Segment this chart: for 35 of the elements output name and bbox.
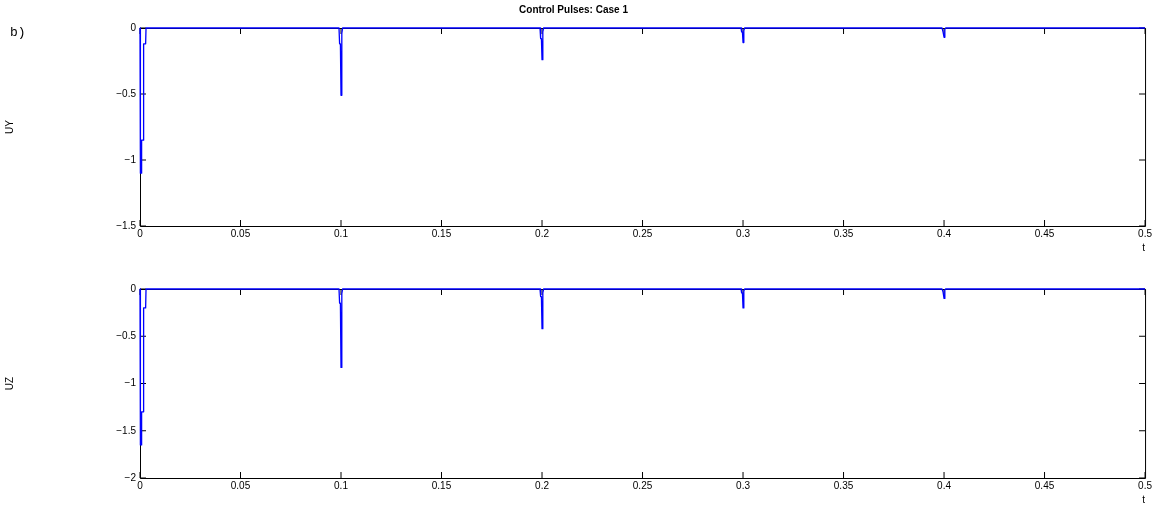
x-tick-label: 0.3 <box>736 227 751 239</box>
y-tick-label: −0.5 <box>116 330 137 341</box>
x-tick-label: 0.2 <box>535 479 550 491</box>
y-tick-label: −1.5 <box>116 219 137 231</box>
y-tick-label: −1 <box>124 153 137 165</box>
x-tick-label: 0.5 <box>1138 227 1153 239</box>
x-tick-label: 0.5 <box>1138 479 1153 491</box>
y-tick-label: 0 <box>130 282 137 294</box>
y-tick-label: −0.5 <box>116 87 137 99</box>
x-tick-label: 0.25 <box>632 227 653 239</box>
x-tick-label: 0.25 <box>632 479 653 491</box>
x-tick-label: 0.1 <box>334 479 349 491</box>
chart-title: Control Pulses: Case 1 <box>519 3 629 15</box>
y-tick-label: −1 <box>124 377 137 389</box>
x-tick-label: 0.05 <box>230 227 251 239</box>
x-tick-label: 0.05 <box>230 479 251 491</box>
x-axis-title: t <box>1142 241 1146 253</box>
x-tick-label: 0.35 <box>833 227 854 239</box>
y-tick-label: 0 <box>130 21 137 33</box>
y-tick-label: −2 <box>124 471 137 483</box>
x-tick-label: 0.35 <box>833 479 854 491</box>
x-tick-label: 0.15 <box>431 479 452 491</box>
x-tick-label: 0.4 <box>937 227 952 239</box>
text: b) <box>10 24 26 40</box>
x-tick-label: 0.1 <box>334 227 349 239</box>
x-tick-label: 0.4 <box>937 479 952 491</box>
y-axis-title: UY <box>3 119 15 134</box>
x-tick-label: 0.15 <box>431 227 452 239</box>
y-axis-title: UZ <box>3 376 15 391</box>
y-tick-label: −1.5 <box>116 424 137 436</box>
x-axis-title: t <box>1142 493 1146 505</box>
x-tick-label: 0.45 <box>1034 227 1055 239</box>
x-tick-label: 0.45 <box>1034 479 1055 491</box>
x-tick-label: 0.2 <box>535 227 550 239</box>
x-tick-label: 0.3 <box>736 479 751 491</box>
